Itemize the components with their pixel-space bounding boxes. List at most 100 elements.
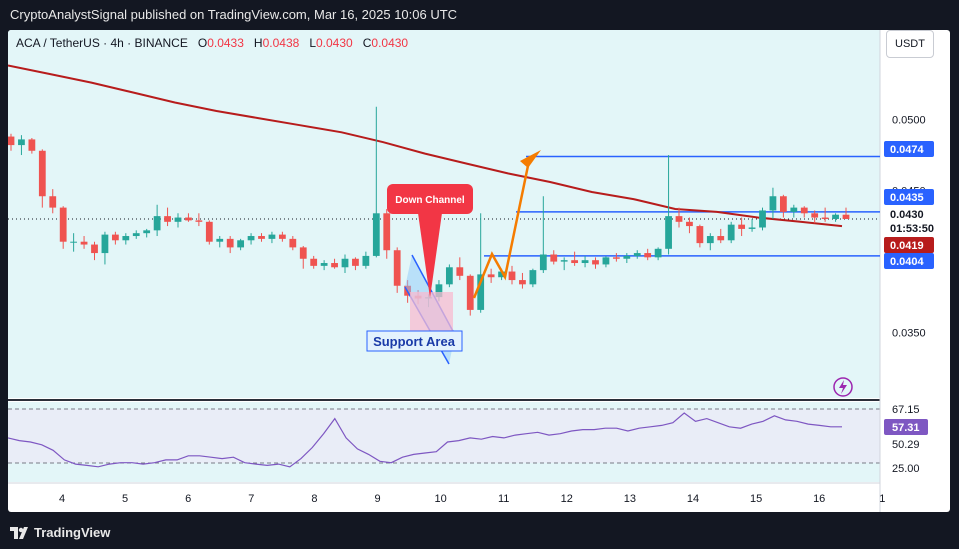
- tradingview-logo[interactable]: TradingView: [10, 525, 110, 540]
- candle-body: [164, 216, 171, 222]
- candle-body: [445, 267, 453, 285]
- candle-body: [28, 139, 36, 151]
- candle: [612, 253, 620, 262]
- candle-body: [727, 224, 735, 241]
- time-axis-tick-label: 14: [687, 493, 699, 505]
- support-area-label: Support Area: [366, 330, 463, 352]
- rsi-value-tag: 57.31: [892, 422, 920, 434]
- candle-body: [466, 275, 474, 310]
- alert-icon[interactable]: [833, 377, 853, 397]
- candle-body: [560, 260, 568, 262]
- candle-body: [362, 255, 370, 266]
- candle: [299, 245, 307, 269]
- down-channel-label: Down Channel: [387, 184, 473, 298]
- candle: [487, 268, 495, 283]
- candle: [445, 264, 453, 288]
- low-label: L: [309, 36, 316, 50]
- down-channel-label-text: Down Channel: [395, 195, 465, 206]
- candle-body: [508, 271, 516, 281]
- candle: [278, 231, 286, 242]
- candle-body: [258, 236, 265, 239]
- candle-body: [654, 248, 662, 258]
- candle-body: [8, 136, 15, 146]
- candle-body: [738, 224, 746, 229]
- countdown-tag: 01:53:50: [890, 223, 934, 235]
- candle-body: [216, 238, 224, 242]
- candle: [320, 260, 328, 271]
- chart-svg[interactable]: 0.05000.04500.03504567891011121314151616…: [8, 30, 950, 512]
- close-label: C: [362, 36, 372, 50]
- candle: [466, 274, 474, 316]
- candle: [686, 217, 693, 234]
- candle: [226, 236, 234, 254]
- candle: [70, 233, 78, 252]
- price-tag: 0.0419: [890, 240, 924, 252]
- candle-body: [811, 213, 819, 218]
- support-area-label-text: Support Area: [373, 334, 456, 349]
- rsi-axis-tick-label: 67.15: [892, 404, 920, 416]
- candle-body: [498, 271, 505, 278]
- candle-body: [717, 236, 725, 241]
- candle: [352, 257, 359, 271]
- candle: [675, 207, 683, 228]
- candle-body: [435, 284, 443, 298]
- time-axis-tick-label: 1: [879, 493, 885, 505]
- candle: [821, 207, 829, 222]
- candle-body: [383, 213, 391, 251]
- candle-body: [122, 236, 130, 241]
- candle: [362, 251, 370, 269]
- rsi-axis-tick-label: 25.00: [892, 463, 920, 475]
- time-axis-tick-label: 12: [561, 493, 573, 505]
- time-axis-tick-label: 5: [122, 493, 128, 505]
- rsi-line: [8, 412, 842, 468]
- candle-body: [644, 253, 652, 258]
- price-axis-tick-label: 0.0500: [892, 115, 926, 127]
- candle-body: [821, 217, 829, 219]
- candle-body: [539, 254, 547, 271]
- candle: [477, 213, 485, 313]
- candle-body: [18, 139, 25, 146]
- candle-body: [289, 238, 297, 248]
- candle: [8, 133, 15, 151]
- time-axis-tick-label: 6: [185, 493, 191, 505]
- candle: [247, 233, 255, 245]
- rsi-band-fill: [8, 409, 880, 463]
- price-tag-box: [884, 253, 934, 269]
- candle: [644, 248, 652, 261]
- currency-button[interactable]: USDT: [886, 30, 934, 58]
- candle-body: [38, 150, 46, 197]
- support-zone-fill: [410, 292, 453, 332]
- high-value: 0.0438: [262, 36, 300, 50]
- candle-body: [581, 260, 589, 264]
- candle-body: [49, 196, 57, 208]
- tradingview-brand-text: TradingView: [34, 525, 111, 540]
- candle: [331, 258, 338, 269]
- candle-body: [779, 196, 787, 212]
- candle-body: [800, 207, 808, 214]
- candle: [571, 251, 579, 266]
- candle-body: [320, 263, 328, 266]
- candle: [91, 241, 98, 261]
- time-axis-tick-label: 13: [624, 493, 636, 505]
- candle: [80, 236, 88, 249]
- candle: [383, 209, 391, 259]
- candle-body: [372, 213, 380, 256]
- candle: [738, 217, 746, 237]
- candle: [310, 255, 318, 269]
- candle: [174, 213, 182, 228]
- candle-body: [310, 258, 318, 266]
- symbol-name[interactable]: ACA / TetherUS · 4h · BINANCE: [16, 36, 188, 50]
- candle-body: [769, 196, 777, 211]
- candle: [800, 206, 808, 218]
- candle-body: [759, 210, 766, 228]
- open-label: O: [197, 36, 208, 50]
- candle: [811, 210, 819, 224]
- candle: [289, 236, 297, 251]
- candle-body: [686, 221, 693, 227]
- current-price-tag: 0.0430: [890, 209, 924, 221]
- candle-body: [633, 253, 641, 256]
- candle: [185, 213, 192, 222]
- candle: [665, 155, 672, 255]
- candle-body: [748, 227, 756, 229]
- candle: [393, 247, 401, 293]
